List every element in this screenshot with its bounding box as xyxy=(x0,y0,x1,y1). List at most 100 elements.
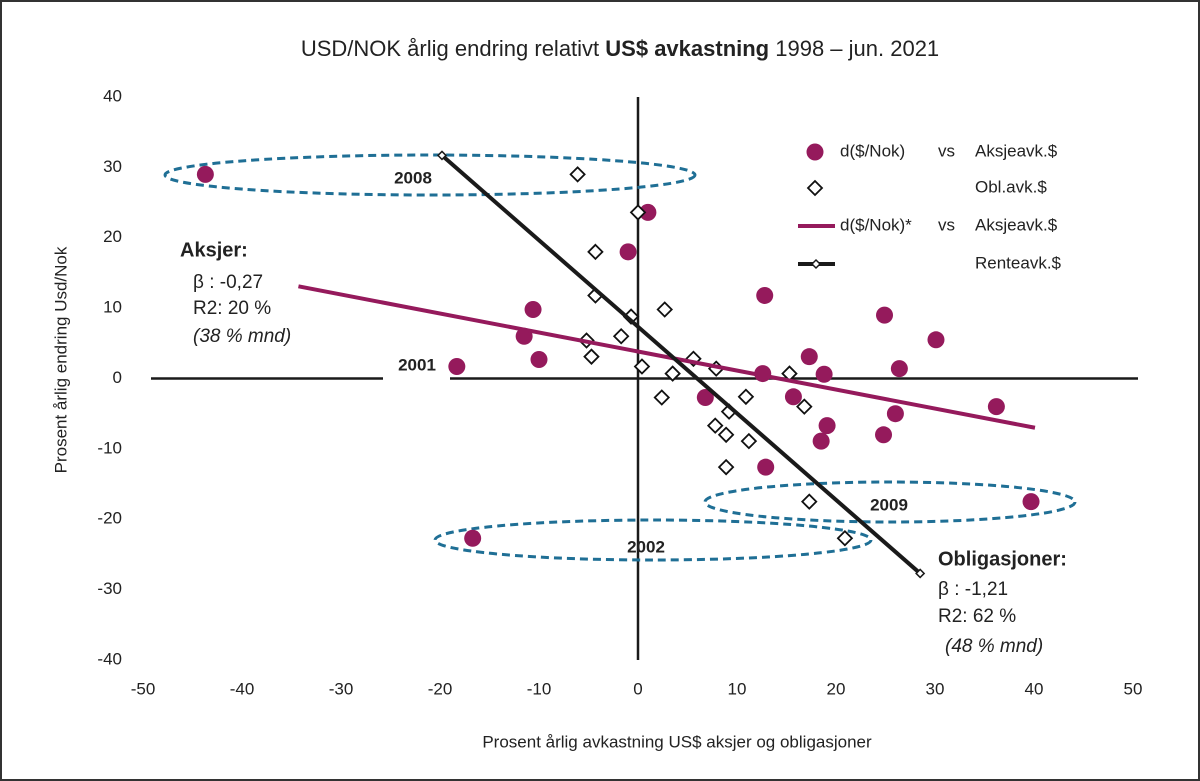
x-tick-label: 0 xyxy=(633,679,642,698)
point xyxy=(800,348,818,366)
legend-label: Aksjeavk.$ xyxy=(975,215,1058,234)
x-axis-title: Prosent årlig avkastning US$ aksjer og o… xyxy=(482,732,872,751)
trend-line xyxy=(440,153,922,575)
point xyxy=(886,405,904,423)
year-label: 2008 xyxy=(394,168,432,187)
y-tick-label: 30 xyxy=(103,157,122,176)
marker xyxy=(587,243,604,261)
marker xyxy=(664,365,681,382)
point xyxy=(464,529,482,547)
marker xyxy=(800,493,818,510)
point xyxy=(818,417,836,435)
marker xyxy=(806,179,824,197)
x-tick-label: 20 xyxy=(827,679,846,698)
y-tick-label: 10 xyxy=(103,298,122,317)
point xyxy=(812,432,830,450)
axes: -50 -40 -30 -20 -10 0 10 20 30 40 50 -40 -30 -20 -10 0 1… xyxy=(97,86,1142,698)
legend-label: vs xyxy=(938,215,955,234)
marker xyxy=(740,432,758,450)
legend-swatch xyxy=(806,143,824,161)
x-tick-label: -50 xyxy=(131,679,156,698)
legend-label: d($/Nok)* xyxy=(840,215,912,234)
point xyxy=(448,358,466,376)
y-tick-label: 40 xyxy=(103,86,122,105)
annotation: R2: 20 % xyxy=(193,298,271,319)
marker xyxy=(796,398,813,415)
x-tick-label: -30 xyxy=(329,679,354,698)
marker xyxy=(717,458,735,476)
point xyxy=(757,458,775,476)
marker xyxy=(436,150,448,161)
marker xyxy=(717,426,735,444)
x-tick-label: 50 xyxy=(1124,679,1143,698)
marker xyxy=(583,348,600,365)
point xyxy=(815,365,833,383)
point xyxy=(927,331,945,349)
label-bg xyxy=(383,352,450,380)
marker xyxy=(653,389,671,406)
y-tick-label: -30 xyxy=(97,579,122,598)
x-tick-label: -40 xyxy=(230,679,255,698)
legend-label: Aksjeavk.$ xyxy=(975,141,1058,160)
point xyxy=(196,165,214,183)
y-tick-label: -20 xyxy=(97,509,122,528)
legend-label: vs xyxy=(938,141,955,160)
year-label: 2001 xyxy=(398,355,436,374)
point xyxy=(639,203,657,221)
point xyxy=(876,306,894,324)
annotation: β : -0,27 xyxy=(193,272,263,293)
year-label: 2002 xyxy=(627,537,665,556)
ellipse xyxy=(703,480,1077,524)
point xyxy=(524,301,542,319)
point xyxy=(1022,493,1040,511)
annotation: Aksjer: xyxy=(180,239,248,261)
x-tick-label: -10 xyxy=(527,679,552,698)
x-tick-label: 40 xyxy=(1025,679,1044,698)
point xyxy=(784,388,802,406)
annotation: (48 % mnd) xyxy=(945,636,1043,657)
annotation: R2: 62 % xyxy=(938,606,1016,627)
y-tick-label: -10 xyxy=(97,438,122,457)
point xyxy=(987,398,1005,416)
x-tick-label: 10 xyxy=(728,679,747,698)
marker xyxy=(569,166,586,183)
legend: d($/Nok) vs Aksjeavk.$ Obl.avk.$ d($/Nok)* vs… xyxy=(798,141,1062,272)
y-axis-title: Prosent årlig endring Usd/Nok xyxy=(51,246,70,473)
annotation: Obligasjoner: xyxy=(938,548,1067,570)
chart-title: USD/NOK årlig endring relativt US$ avkas… xyxy=(301,36,939,61)
annotation: β : -1,21 xyxy=(938,579,1008,600)
data xyxy=(196,150,1040,579)
ellipse xyxy=(163,153,697,197)
point xyxy=(890,360,908,378)
point xyxy=(619,243,637,261)
marker xyxy=(836,529,854,547)
y-tick-label: 20 xyxy=(103,227,122,246)
point xyxy=(696,389,714,407)
marker xyxy=(612,328,630,345)
x-tick-label: 30 xyxy=(926,679,945,698)
legend-label: Obl.avk.$ xyxy=(975,177,1047,196)
marker xyxy=(810,258,822,270)
point xyxy=(530,350,548,368)
annotation: (38 % mnd) xyxy=(193,326,291,347)
marker xyxy=(915,568,926,579)
y-tick-label: 0 xyxy=(113,368,122,387)
marker xyxy=(629,204,647,221)
marker xyxy=(737,388,755,406)
y-tick-label: -40 xyxy=(97,649,122,668)
year-label: 2009 xyxy=(870,495,908,514)
x-tick-label: -20 xyxy=(428,679,453,698)
marker xyxy=(656,301,674,318)
marker xyxy=(706,417,724,434)
legend-label: Renteavk.$ xyxy=(975,253,1062,272)
legend-label: d($/Nok) xyxy=(840,141,905,160)
ellipse xyxy=(433,518,873,562)
point xyxy=(756,286,774,304)
point xyxy=(875,426,893,444)
trend-line xyxy=(298,284,1036,430)
ellipses xyxy=(163,153,1077,562)
marker xyxy=(633,358,651,375)
